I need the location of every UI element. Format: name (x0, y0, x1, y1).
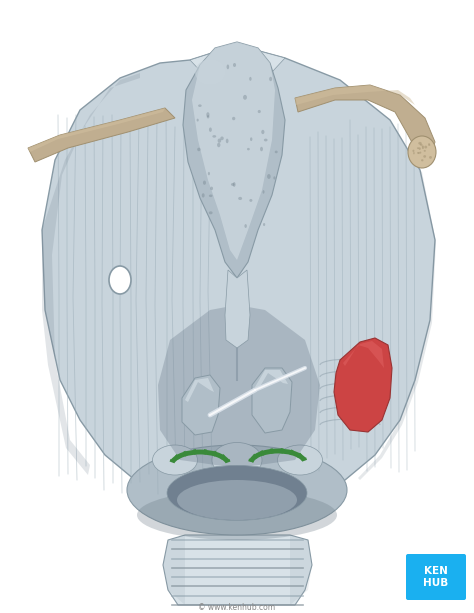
Ellipse shape (264, 139, 267, 142)
Ellipse shape (421, 159, 423, 161)
Ellipse shape (137, 490, 337, 540)
Ellipse shape (424, 146, 427, 148)
Ellipse shape (218, 139, 221, 143)
Ellipse shape (220, 137, 224, 140)
Polygon shape (334, 338, 392, 432)
Ellipse shape (197, 119, 199, 121)
Ellipse shape (232, 117, 235, 120)
Ellipse shape (419, 151, 421, 154)
Polygon shape (255, 370, 288, 390)
Polygon shape (42, 73, 140, 475)
Ellipse shape (209, 128, 212, 132)
Polygon shape (28, 108, 165, 152)
FancyBboxPatch shape (406, 554, 466, 600)
Ellipse shape (275, 151, 278, 153)
Text: © www.kenhub.com: © www.kenhub.com (199, 603, 275, 612)
Polygon shape (343, 341, 384, 368)
Polygon shape (28, 108, 175, 162)
Ellipse shape (249, 199, 253, 202)
Ellipse shape (263, 223, 265, 226)
Polygon shape (252, 368, 292, 433)
Ellipse shape (226, 139, 228, 143)
Ellipse shape (250, 137, 252, 141)
Ellipse shape (261, 130, 264, 134)
Ellipse shape (267, 174, 271, 179)
Ellipse shape (260, 147, 263, 151)
Polygon shape (225, 270, 250, 348)
Ellipse shape (247, 148, 250, 150)
Ellipse shape (429, 156, 432, 159)
Ellipse shape (233, 182, 236, 187)
Ellipse shape (177, 480, 297, 520)
Ellipse shape (245, 224, 247, 228)
Ellipse shape (413, 152, 415, 154)
Polygon shape (182, 375, 220, 435)
Ellipse shape (419, 147, 421, 150)
Ellipse shape (417, 152, 419, 154)
Ellipse shape (423, 155, 426, 158)
Ellipse shape (203, 181, 206, 185)
Ellipse shape (422, 145, 424, 147)
Ellipse shape (198, 104, 201, 107)
Ellipse shape (424, 150, 426, 152)
Ellipse shape (273, 177, 275, 180)
Text: KEN
HUB: KEN HUB (423, 566, 448, 588)
Ellipse shape (418, 152, 419, 154)
Polygon shape (185, 378, 214, 402)
Ellipse shape (127, 445, 347, 535)
Ellipse shape (209, 194, 212, 197)
Polygon shape (163, 535, 312, 605)
Ellipse shape (277, 445, 322, 475)
Ellipse shape (195, 59, 225, 85)
Ellipse shape (217, 143, 220, 147)
Polygon shape (183, 42, 285, 278)
Ellipse shape (238, 197, 242, 200)
Polygon shape (295, 85, 415, 105)
Polygon shape (295, 85, 435, 162)
Ellipse shape (243, 95, 247, 100)
Ellipse shape (417, 147, 419, 149)
Ellipse shape (209, 211, 213, 215)
Ellipse shape (212, 135, 216, 138)
Polygon shape (190, 45, 285, 110)
Ellipse shape (109, 266, 131, 294)
Ellipse shape (420, 144, 423, 146)
Polygon shape (192, 42, 275, 260)
Ellipse shape (418, 142, 422, 145)
Ellipse shape (208, 172, 210, 175)
Polygon shape (42, 45, 435, 515)
Ellipse shape (428, 143, 430, 145)
Ellipse shape (153, 445, 198, 475)
Polygon shape (358, 170, 436, 480)
Ellipse shape (212, 443, 262, 478)
Ellipse shape (263, 190, 264, 194)
Ellipse shape (202, 193, 205, 197)
Ellipse shape (167, 465, 307, 520)
Ellipse shape (422, 147, 424, 149)
Ellipse shape (269, 77, 272, 81)
Ellipse shape (207, 115, 210, 118)
Ellipse shape (210, 186, 213, 190)
Ellipse shape (227, 64, 229, 69)
Ellipse shape (428, 144, 430, 146)
Polygon shape (290, 535, 312, 605)
Ellipse shape (231, 183, 235, 186)
Ellipse shape (233, 63, 236, 67)
Polygon shape (163, 535, 185, 605)
Ellipse shape (258, 110, 261, 113)
Ellipse shape (408, 136, 436, 168)
Ellipse shape (197, 148, 201, 151)
Ellipse shape (206, 112, 210, 117)
Ellipse shape (412, 150, 414, 152)
Ellipse shape (249, 77, 252, 81)
Polygon shape (158, 305, 320, 468)
